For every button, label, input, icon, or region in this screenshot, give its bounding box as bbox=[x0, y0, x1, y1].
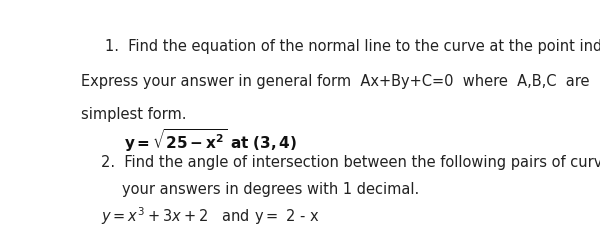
Text: Express your answer in general form  Ax+By+C=0  where  A,B,C  are  integers  in: Express your answer in general form Ax+B… bbox=[80, 74, 600, 89]
Text: 1.  Find the equation of the normal line to the curve at the point indicated.: 1. Find the equation of the normal line … bbox=[105, 39, 600, 54]
Text: $y = x^3 + 3x + 2$$\quad \mathrm{and\ y{=}\ 2\ \text{-}\ x}$: $y = x^3 + 3x + 2$$\quad \mathrm{and\ y{… bbox=[101, 205, 319, 227]
Text: 2.  Find the angle of intersection between the following pairs of curve. Express: 2. Find the angle of intersection betwee… bbox=[101, 155, 600, 171]
Text: simplest form.: simplest form. bbox=[80, 107, 186, 122]
Text: $\bf{y{=}\sqrt{25-x^2}}$$\bf{\ at\ (3,4)}$: $\bf{y{=}\sqrt{25-x^2}}$$\bf{\ at\ (3,4)… bbox=[124, 127, 297, 154]
Text: your answers in degrees with 1 decimal.: your answers in degrees with 1 decimal. bbox=[121, 182, 419, 197]
